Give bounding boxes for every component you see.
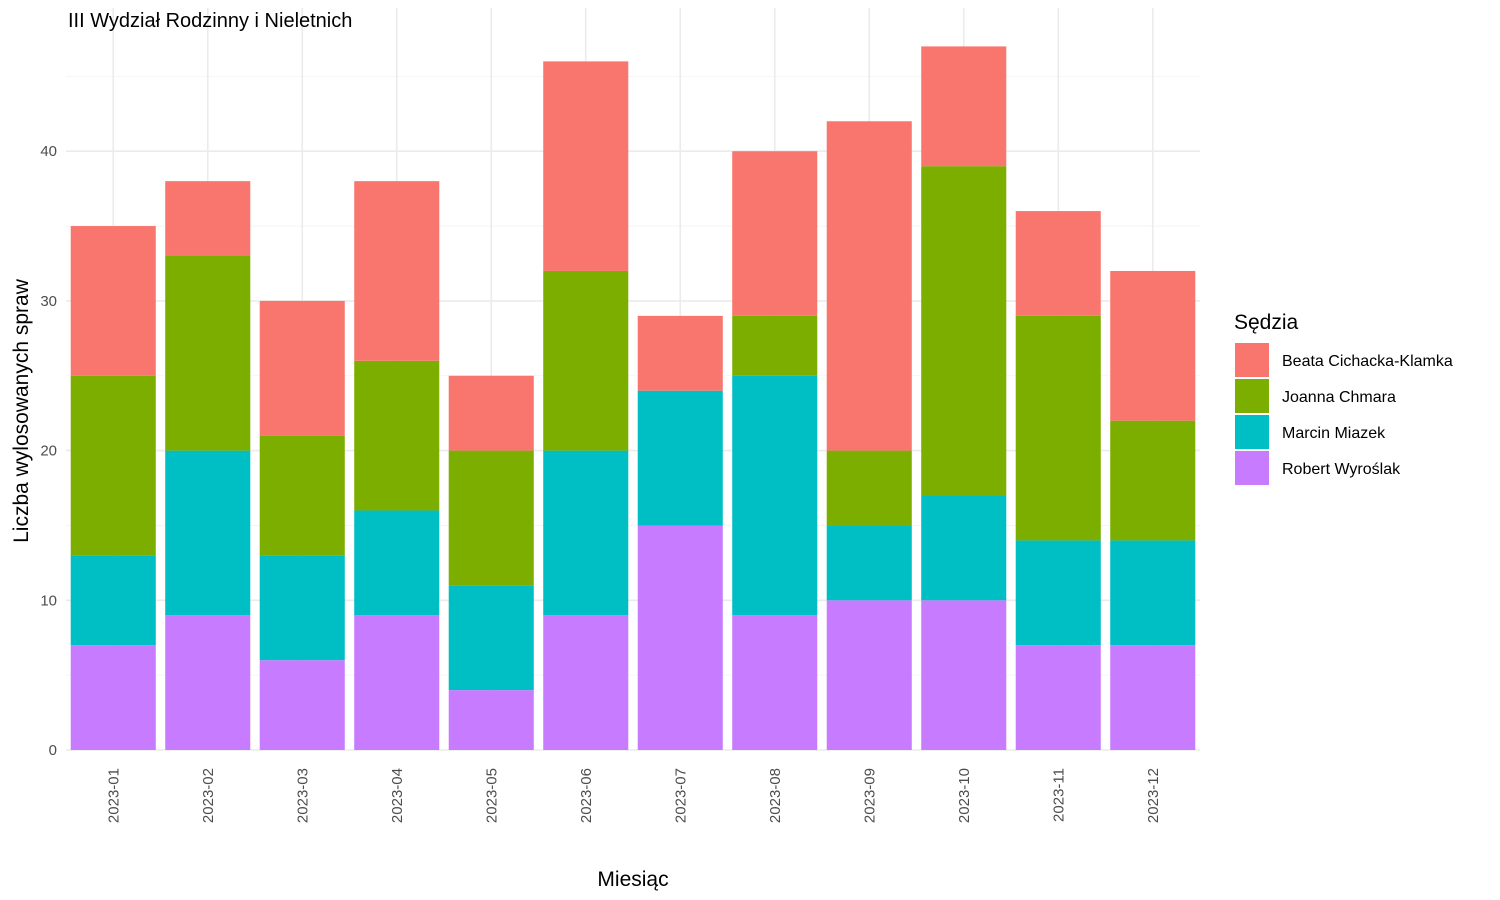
legend-label: Robert Wyroślak: [1282, 461, 1401, 478]
bar-segment: [448, 450, 534, 586]
x-tick-label: 2023-08: [767, 768, 784, 823]
bar-segment: [1110, 420, 1196, 541]
y-tick-label: 10: [40, 592, 57, 609]
bar-segment: [637, 390, 723, 526]
bar-segment: [1015, 315, 1101, 541]
bar-segment: [637, 525, 723, 750]
bar-segment: [1110, 270, 1196, 421]
legend-key: [1235, 379, 1269, 413]
legend-key: [1235, 343, 1269, 377]
y-tick-label: 40: [40, 143, 57, 160]
bar-segment: [165, 450, 251, 616]
bar-segment: [165, 615, 251, 750]
legend-title: Sędzia: [1234, 311, 1299, 334]
bar-segment: [543, 270, 629, 451]
bar-segment: [543, 450, 629, 616]
bar-segment: [70, 226, 156, 376]
y-tick-label: 20: [40, 443, 57, 460]
bar-segment: [1015, 211, 1101, 316]
bar-segment: [921, 495, 1007, 601]
bar-segment: [732, 151, 818, 316]
bar-segment: [732, 615, 818, 750]
bar-segment: [448, 690, 534, 750]
bar-segment: [165, 181, 251, 256]
bar-segment: [826, 121, 912, 451]
x-tick-label: 2023-10: [956, 768, 973, 823]
x-tick-label: 2023-11: [1050, 768, 1067, 822]
bar-segment: [354, 360, 440, 511]
bar-segment: [637, 315, 723, 391]
bar-segment: [259, 660, 345, 750]
bar-segment: [1015, 645, 1101, 750]
bar-segment: [259, 300, 345, 436]
bar-segment: [259, 435, 345, 556]
bar-segment: [165, 255, 251, 451]
x-axis-ticks: 2023-01 2023-02 2023-03 2023-04 2023-05 2023-…: [105, 768, 1162, 823]
bar-segment: [1110, 645, 1196, 750]
bar-segment: [543, 615, 629, 750]
legend-label: Beata Cichacka-Klamka: [1282, 353, 1453, 370]
x-tick-label: 2023-05: [483, 768, 500, 823]
x-tick-label: 2023-03: [294, 768, 311, 823]
bar-segment: [732, 375, 818, 616]
y-tick-label: 0: [49, 742, 57, 759]
y-tick-label: 30: [40, 293, 57, 310]
bar-segment: [354, 615, 440, 750]
bar-segment: [70, 555, 156, 646]
x-tick-label: 2023-09: [861, 768, 878, 823]
legend: Sędzia Beata Cichacka-Klamka Joanna Chmar…: [1234, 311, 1453, 485]
bar-segment: [826, 450, 912, 526]
bar-segment: [448, 375, 534, 451]
x-tick-label: 2023-02: [200, 768, 217, 823]
legend-key: [1235, 415, 1269, 449]
bar-segment: [259, 555, 345, 661]
x-axis-title: Miesiąc: [597, 868, 668, 891]
x-tick-label: 2023-01: [105, 768, 122, 823]
bar-segment: [921, 166, 1007, 496]
legend-label: Joanna Chmara: [1282, 389, 1396, 406]
x-tick-label: 2023-12: [1145, 768, 1162, 823]
bar-segment: [354, 181, 440, 361]
bar-segment: [1110, 540, 1196, 646]
bar-segment: [1015, 540, 1101, 646]
y-axis-title: Liczba wylosowanych spraw: [10, 278, 33, 543]
legend-label: Marcin Miazek: [1282, 425, 1386, 442]
x-tick-label: 2023-07: [672, 768, 689, 823]
bar-segment: [732, 315, 818, 376]
x-tick-label: 2023-04: [389, 768, 406, 823]
bar-segment: [921, 600, 1007, 750]
bar-segment: [826, 525, 912, 601]
bar-segment: [70, 375, 156, 556]
bar-segment: [354, 510, 440, 616]
bar-segment: [543, 61, 629, 271]
bar-segment: [826, 600, 912, 750]
x-tick-label: 2023-06: [578, 768, 595, 823]
bars: [70, 46, 1196, 750]
bar-segment: [70, 645, 156, 750]
y-axis-ticks: 0 10 20 30 40: [40, 143, 57, 759]
legend-key: [1235, 451, 1269, 485]
chart-title: III Wydział Rodzinny i Nieletnich: [68, 10, 352, 32]
bar-segment: [921, 46, 1007, 167]
bar-segment: [448, 585, 534, 691]
